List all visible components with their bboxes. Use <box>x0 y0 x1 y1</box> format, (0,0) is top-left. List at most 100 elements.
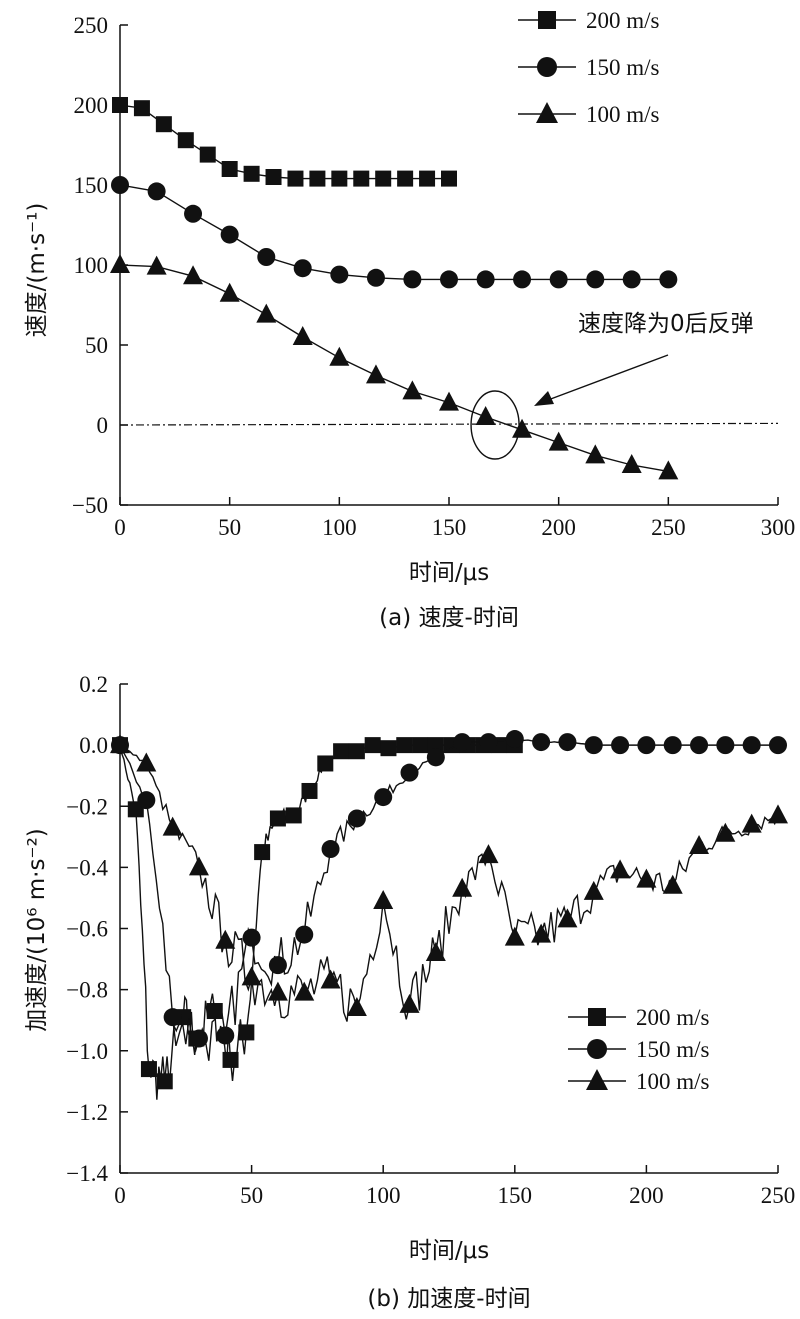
data-point <box>267 981 288 1001</box>
x-tick-label: 200 <box>629 1183 664 1208</box>
data-point <box>155 116 172 133</box>
data-point <box>412 737 429 754</box>
data-point <box>662 874 683 894</box>
data-point <box>403 270 422 289</box>
data-point <box>380 740 397 757</box>
x-tick-label: 50 <box>240 1183 263 1208</box>
zero-reference-line <box>119 422 779 426</box>
y-tick-label: 250 <box>74 13 109 38</box>
data-point <box>188 856 209 876</box>
data-point <box>513 270 532 289</box>
data-point <box>242 928 261 947</box>
data-point <box>584 736 603 755</box>
x-tick-label: 200 <box>541 515 576 540</box>
data-point <box>476 270 495 289</box>
data-point <box>184 204 203 223</box>
data-point <box>287 170 304 187</box>
data-point <box>353 170 370 187</box>
y-tick-label: 0.2 <box>79 672 108 697</box>
data-point <box>548 431 569 451</box>
data-point <box>238 1024 255 1041</box>
data-point <box>346 996 367 1016</box>
velocity-time-chart: 0 50 100 150 200 250 300250200150100500−50200 … <box>72 8 795 540</box>
data-point <box>557 908 578 928</box>
x-tick-label: 250 <box>651 515 686 540</box>
x-tick-label: 300 <box>761 515 796 540</box>
data-point <box>439 391 459 411</box>
y-tick-label: 100 <box>74 253 109 278</box>
y-tick-label: 200 <box>74 93 109 118</box>
chart-a-annotation: 速度降为0后反弹 <box>578 311 754 337</box>
data-point <box>222 1051 239 1068</box>
data-point <box>183 265 204 285</box>
y-tick-label: −0.4 <box>66 855 108 880</box>
data-point <box>365 364 386 384</box>
data-point <box>585 444 606 464</box>
data-point <box>741 813 762 833</box>
data-point <box>532 733 551 752</box>
data-point <box>189 1029 208 1048</box>
data-point <box>330 265 349 284</box>
legend-marker-triangle <box>586 1069 608 1090</box>
series-line-100ms <box>119 744 779 1022</box>
data-point <box>329 346 350 366</box>
series-line-100ms <box>119 264 669 473</box>
data-point <box>479 733 498 752</box>
x-tick-label: 150 <box>432 515 467 540</box>
data-point <box>373 889 394 909</box>
data-point <box>294 981 315 1001</box>
data-point <box>583 880 604 900</box>
data-point <box>301 782 318 799</box>
data-point <box>659 270 678 289</box>
data-point <box>206 1003 223 1020</box>
data-point <box>441 170 457 187</box>
data-point <box>268 956 287 975</box>
data-point <box>531 923 552 943</box>
y-tick-label: 50 <box>85 333 108 358</box>
annotation-arrow <box>547 354 669 401</box>
y-tick-label: −1.2 <box>66 1100 108 1125</box>
legend-label: 150 m/s <box>586 55 660 80</box>
data-point <box>512 418 533 438</box>
data-point <box>265 169 282 185</box>
data-point <box>321 840 340 859</box>
x-tick-label: 50 <box>218 515 241 540</box>
data-point <box>374 788 393 807</box>
series-line-200ms <box>119 104 449 180</box>
x-tick-label: 100 <box>366 1183 401 1208</box>
data-point <box>426 748 445 767</box>
data-point <box>333 743 350 760</box>
data-point <box>309 170 326 187</box>
data-point <box>220 225 239 244</box>
annotation-arrowhead <box>534 391 554 406</box>
data-point <box>402 380 423 400</box>
y-tick-label: 150 <box>74 173 109 198</box>
data-point <box>293 259 312 278</box>
data-point <box>505 730 524 749</box>
chart-b-xlabel: 时间/μs <box>409 1238 489 1264</box>
x-tick-label: 0 <box>114 1183 126 1208</box>
y-tick-label: −1.0 <box>66 1039 108 1064</box>
data-point <box>452 877 473 897</box>
data-point <box>364 737 381 754</box>
chart-b-ylabel: 加速度/(10⁶ m·s⁻²) <box>24 828 50 1032</box>
data-point <box>716 736 735 755</box>
data-point <box>366 268 385 287</box>
data-point <box>285 807 302 824</box>
data-point <box>216 1026 235 1045</box>
data-point <box>611 736 630 755</box>
y-tick-label: −0.2 <box>66 794 108 819</box>
data-point <box>768 804 788 824</box>
data-point <box>396 737 413 754</box>
data-point <box>156 1073 173 1090</box>
data-point <box>111 176 129 194</box>
data-point <box>622 270 641 289</box>
data-point <box>610 859 631 879</box>
data-point <box>621 454 642 473</box>
x-tick-label: 150 <box>498 1183 533 1208</box>
data-point <box>215 929 236 949</box>
x-tick-label: 100 <box>322 515 357 540</box>
legend-marker-circle <box>537 57 557 77</box>
data-point <box>586 270 605 289</box>
